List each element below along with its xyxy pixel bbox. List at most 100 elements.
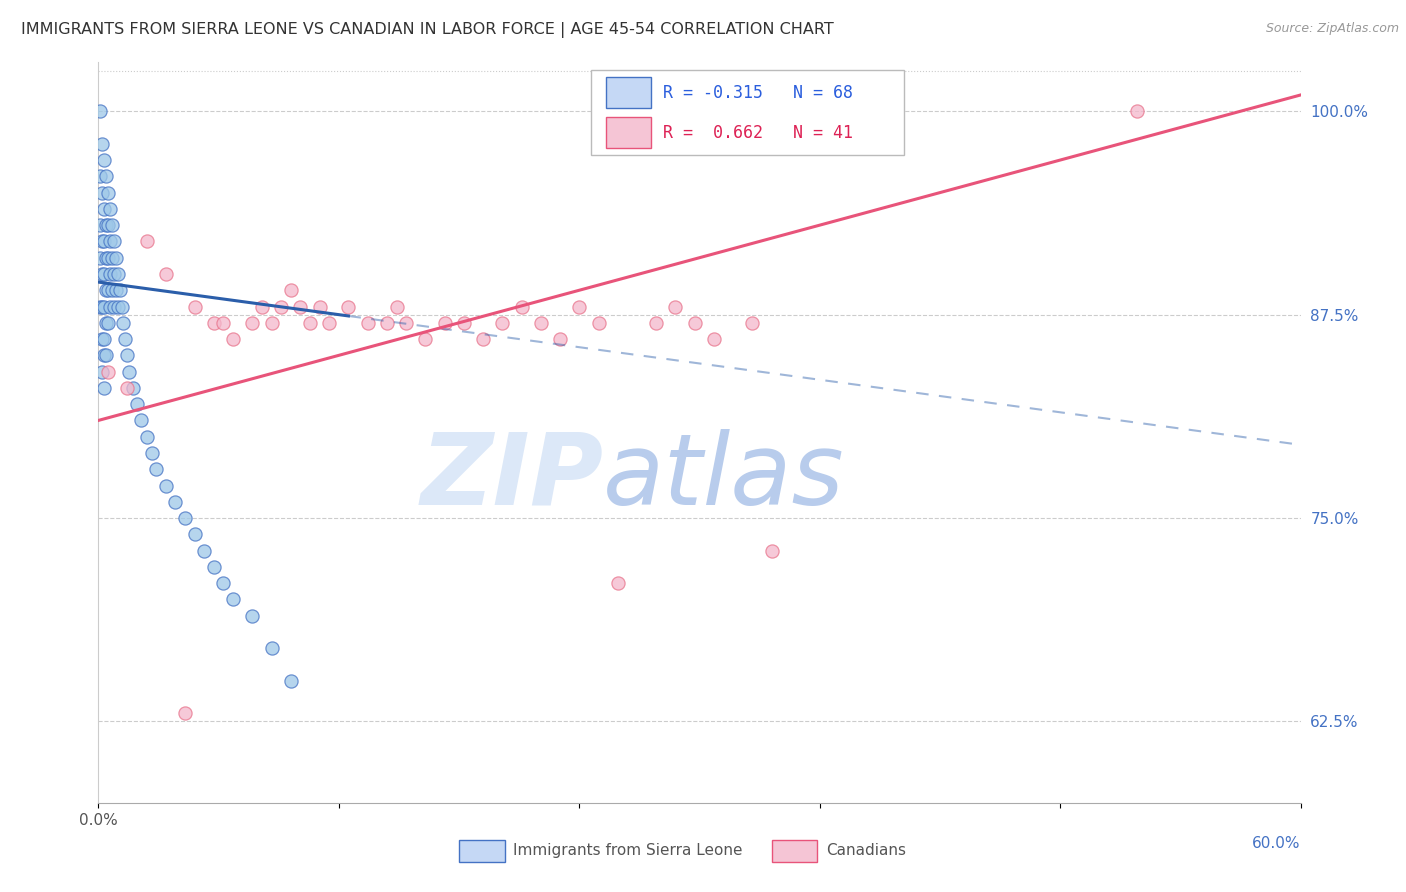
Point <box>97 283 120 297</box>
Point <box>117 381 139 395</box>
Text: R = -0.315   N = 68: R = -0.315 N = 68 <box>664 84 853 102</box>
Point <box>91 267 114 281</box>
Point <box>94 251 117 265</box>
Point <box>664 300 686 314</box>
Point <box>104 283 127 297</box>
Point <box>97 316 120 330</box>
Text: Source: ZipAtlas.com: Source: ZipAtlas.com <box>1265 22 1399 36</box>
Point <box>94 169 117 184</box>
Point <box>117 348 139 362</box>
Bar <box>458 840 505 862</box>
Point <box>91 332 114 346</box>
Point <box>212 576 235 591</box>
Bar <box>606 117 651 148</box>
Point <box>89 169 111 184</box>
Point <box>222 592 245 607</box>
Point <box>89 300 111 314</box>
Point <box>1126 104 1149 119</box>
Point <box>183 527 205 541</box>
Point <box>101 218 124 232</box>
Point <box>741 316 763 330</box>
Text: Immigrants from Sierra Leone: Immigrants from Sierra Leone <box>513 844 742 858</box>
Point <box>91 365 114 379</box>
Point <box>183 300 205 314</box>
Point <box>93 332 115 346</box>
Point <box>89 104 111 119</box>
Point <box>93 153 115 167</box>
Point <box>703 332 725 346</box>
Point <box>107 300 129 314</box>
Point <box>89 218 111 232</box>
Point <box>91 136 114 151</box>
Point <box>98 235 121 249</box>
Point <box>568 300 591 314</box>
Text: Canadians: Canadians <box>825 844 905 858</box>
Point <box>260 641 283 656</box>
Point <box>250 300 273 314</box>
Point <box>240 608 263 623</box>
Point <box>135 430 157 444</box>
Point <box>548 332 571 346</box>
Point <box>683 316 706 330</box>
Point <box>93 348 115 362</box>
Bar <box>772 840 817 862</box>
Point <box>290 300 312 314</box>
Point <box>118 365 141 379</box>
Point <box>357 316 380 330</box>
Point <box>530 316 553 330</box>
Text: ZIP: ZIP <box>420 428 603 525</box>
Point <box>98 267 121 281</box>
Text: IMMIGRANTS FROM SIERRA LEONE VS CANADIAN IN LABOR FORCE | AGE 45-54 CORRELATION : IMMIGRANTS FROM SIERRA LEONE VS CANADIAN… <box>21 22 834 38</box>
Point <box>395 316 418 330</box>
Point <box>101 251 124 265</box>
Point <box>606 576 628 591</box>
Text: R =  0.662   N = 41: R = 0.662 N = 41 <box>664 124 853 142</box>
Point <box>222 332 245 346</box>
Point <box>645 316 668 330</box>
Point <box>280 283 302 297</box>
Point <box>433 316 456 330</box>
Point <box>110 300 132 314</box>
Point <box>145 462 167 476</box>
Point <box>98 300 121 314</box>
Bar <box>606 77 651 108</box>
Point <box>101 283 124 297</box>
Point <box>104 251 127 265</box>
Point <box>97 251 120 265</box>
Point <box>98 202 121 216</box>
Point <box>91 186 114 200</box>
FancyBboxPatch shape <box>592 70 904 155</box>
Point <box>472 332 495 346</box>
Point <box>155 267 177 281</box>
Point <box>318 316 340 330</box>
Point <box>114 332 136 346</box>
Point <box>385 300 408 314</box>
Point <box>97 186 120 200</box>
Point <box>135 235 157 249</box>
Point <box>510 300 533 314</box>
Point <box>193 543 215 558</box>
Point <box>155 478 177 492</box>
Point <box>202 559 225 574</box>
Point <box>103 267 125 281</box>
Point <box>93 300 115 314</box>
Point <box>298 316 321 330</box>
Point <box>588 316 610 330</box>
Point <box>97 365 120 379</box>
Point <box>122 381 145 395</box>
Point <box>108 283 131 297</box>
Point <box>761 543 783 558</box>
Point <box>93 381 115 395</box>
Point <box>337 300 360 314</box>
Text: atlas: atlas <box>603 428 845 525</box>
Point <box>240 316 263 330</box>
Point <box>280 673 302 688</box>
Point <box>260 316 283 330</box>
Point <box>93 202 115 216</box>
Point <box>91 300 114 314</box>
Point <box>91 235 114 249</box>
Point <box>125 397 148 411</box>
Point <box>202 316 225 330</box>
Point <box>491 316 513 330</box>
Point <box>94 348 117 362</box>
